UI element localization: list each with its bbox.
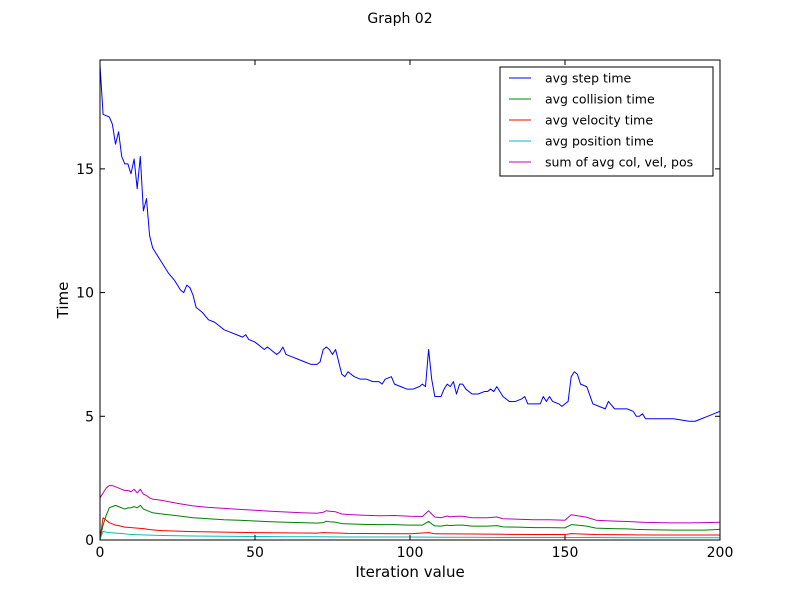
x-tick-label: 0 (96, 545, 105, 561)
y-tick-label: 15 (76, 162, 94, 178)
legend-label: avg position time (545, 134, 654, 149)
x-axis-label: Iteration value (355, 563, 464, 581)
x-tick-label: 150 (552, 545, 579, 561)
y-axis-label: Time (54, 282, 72, 320)
legend-label: sum of avg col, vel, pos (545, 155, 693, 170)
series-layer (99, 64, 721, 540)
x-tick-label: 50 (246, 545, 264, 561)
series-line-0 (99, 64, 721, 422)
ticks-layer: 0 50 100 150 200 0 5 10 15 (76, 60, 733, 561)
x-tick-label: 100 (397, 545, 424, 561)
series-line-1 (99, 504, 721, 539)
legend-box (499, 66, 714, 177)
series-line-2 (99, 517, 720, 539)
legend: avg step time avg collision time avg veloc… (499, 66, 714, 177)
chart-title: Graph 02 (367, 11, 432, 27)
series-line-4 (99, 485, 721, 524)
legend-label: avg collision time (545, 92, 655, 107)
series-line-3 (99, 530, 720, 540)
x-tick-label: 200 (707, 545, 734, 561)
y-tick-label: 5 (85, 409, 94, 425)
legend-label: avg step time (545, 71, 632, 86)
legend-label: avg velocity time (545, 113, 653, 128)
y-tick-label: 0 (85, 533, 94, 549)
y-tick-label: 10 (76, 286, 94, 302)
